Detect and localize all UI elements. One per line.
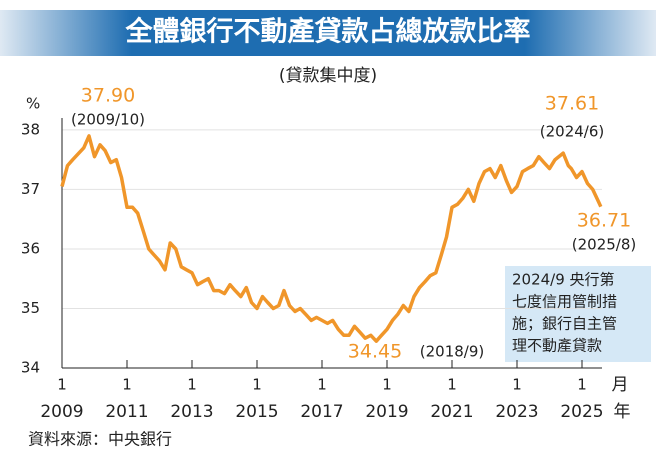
x-unit: 月 [612, 375, 629, 395]
x-tick-label: 2009 [40, 402, 83, 422]
y-tick-label: 36 [21, 239, 40, 257]
y-tick-label: 34 [21, 359, 40, 377]
subtitle: (貸款集中度) [279, 66, 377, 86]
annotation-date: (2018/9) [420, 343, 484, 361]
x-tick-label: 2015 [235, 402, 278, 422]
y-tick-label: 37 [21, 180, 40, 198]
line [60, 134, 603, 343]
x-tick-month: 1 [122, 376, 132, 394]
x-tick-month: 1 [57, 376, 67, 394]
x-tick-label: 2023 [495, 402, 538, 422]
annotation-date: (2024/6) [540, 123, 604, 141]
annotation-value: 37.90 [81, 85, 135, 107]
note-line: 七度信用管制措 [512, 293, 617, 311]
note-box [505, 266, 651, 362]
x-tick-label: 2011 [105, 402, 148, 422]
x-tick-label: 2021 [430, 402, 473, 422]
y-unit: % [26, 95, 40, 113]
annotation-value: 34.45 [348, 341, 402, 363]
y-tick-label: 38 [21, 120, 40, 138]
x-tick-month: 1 [252, 376, 262, 394]
x-tick-label: 2025 [560, 402, 603, 422]
y-tick-label: 35 [21, 299, 40, 317]
note-line: 施；銀行自主管 [512, 315, 617, 333]
x-tick-label: 2013 [170, 402, 213, 422]
x-tick-label: 2017 [300, 402, 343, 422]
x-tick-label: 2019 [365, 402, 408, 422]
note-line: 2024/9 央行第 [512, 271, 615, 289]
note-line: 理不動產貸款 [512, 337, 602, 355]
chart-title: 全體銀行不動產貸款占總放款比率 [125, 16, 531, 48]
annotation-value: 37.61 [545, 93, 599, 115]
x-tick-month: 1 [317, 376, 327, 394]
annotation-date: (2025/8) [572, 236, 636, 254]
x-tick-month: 1 [447, 376, 457, 394]
x-tick-month: 1 [512, 376, 522, 394]
x-tick-month: 1 [187, 376, 197, 394]
x-unit: 年 [614, 402, 631, 422]
title-band [0, 10, 656, 56]
x-tick-month: 1 [577, 376, 587, 394]
x-tick-month: 1 [382, 376, 392, 394]
annotation-value: 36.71 [577, 210, 631, 232]
source: 資料來源：中央銀行 [28, 430, 172, 449]
annotation-date: (2009/10) [71, 111, 145, 129]
